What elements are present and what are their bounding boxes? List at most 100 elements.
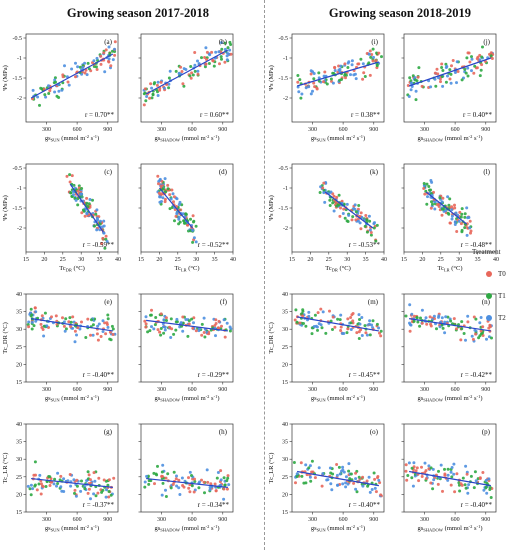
scatter-point xyxy=(347,462,351,466)
y-axis-label: Tc_LR (°C) xyxy=(2,453,9,484)
scatter-point xyxy=(307,310,311,314)
scatter-point xyxy=(161,481,165,485)
scatter-point xyxy=(349,472,353,476)
scatter-point xyxy=(109,64,113,68)
scatter-point xyxy=(29,483,33,487)
scatter-point xyxy=(449,81,453,85)
scatter-point xyxy=(420,475,424,478)
scatter-point xyxy=(371,319,375,323)
scatter-point xyxy=(321,186,325,190)
scatter-point xyxy=(372,55,375,59)
x-tick-label: 25 xyxy=(175,257,181,263)
scatter-point xyxy=(102,478,106,482)
scatter-point xyxy=(329,190,333,194)
r-value: r = 0.60** xyxy=(200,111,230,119)
scatter-point xyxy=(214,318,218,322)
scatter-point xyxy=(112,476,116,480)
scatter-point xyxy=(30,327,34,331)
scatter-point xyxy=(111,333,115,336)
scatter-point xyxy=(352,207,355,211)
x-tick-label: 25 xyxy=(438,257,444,263)
scatter-point xyxy=(92,471,96,475)
scatter-point xyxy=(76,326,80,330)
x-axis-label: gsSHADOW (mmol m-2 s-1) xyxy=(418,524,483,533)
scatter-point xyxy=(165,319,168,322)
scatter-point xyxy=(153,482,156,486)
scatter-point xyxy=(143,319,147,323)
scatter-point xyxy=(337,193,341,197)
x-tick-label: 300 xyxy=(420,127,429,133)
scatter-point xyxy=(420,84,424,88)
scatter-point xyxy=(373,486,377,490)
scatter-point xyxy=(449,470,453,474)
x-tick-label: 300 xyxy=(308,387,317,393)
scatter-point xyxy=(105,323,109,326)
scatter-point xyxy=(143,485,147,489)
scatter-point xyxy=(28,487,32,491)
scatter-point xyxy=(95,56,99,60)
x-tick-label: 600 xyxy=(188,127,197,133)
y-tick-label: 35 xyxy=(282,440,288,446)
r-value: r = -0.34** xyxy=(198,501,230,509)
scatter-point xyxy=(42,324,46,328)
y-axis-label: Ψs (MPa) xyxy=(2,195,9,221)
scatter-point xyxy=(307,85,311,89)
panel-label: (l) xyxy=(483,168,490,176)
scatter-point xyxy=(296,74,300,77)
scatter-point xyxy=(47,475,51,478)
scatter-point xyxy=(50,315,53,319)
r-value: r = -0.37** xyxy=(83,501,115,509)
scatter-point xyxy=(365,479,369,483)
scatter-point xyxy=(157,182,160,186)
x-axis-label: gsSUN (mmol m-2 s-1) xyxy=(45,394,99,403)
scatter-point xyxy=(341,465,345,469)
scatter-point xyxy=(415,466,419,470)
scatter-point xyxy=(39,322,43,326)
scatter-point xyxy=(369,231,373,234)
scatter-point xyxy=(447,203,451,207)
scatter-point xyxy=(80,211,84,215)
scatter-point xyxy=(68,473,72,476)
scatter-point xyxy=(159,312,163,316)
scatter-point xyxy=(341,212,345,215)
scatter-point xyxy=(477,336,481,340)
scatter-point xyxy=(463,483,467,487)
scatter-point xyxy=(361,62,365,66)
scatter-point xyxy=(472,486,476,490)
scatter-point xyxy=(223,483,227,487)
scatter-point xyxy=(475,66,479,70)
x-tick-label: 300 xyxy=(420,517,429,523)
scatter-point xyxy=(54,314,58,318)
scatter-point xyxy=(440,66,444,69)
scatter-point xyxy=(188,470,192,474)
scatter-point xyxy=(88,478,92,482)
scatter-point xyxy=(161,463,165,467)
x-tick-label: 900 xyxy=(218,387,227,393)
scatter-point xyxy=(160,475,164,479)
scatter-point xyxy=(488,325,492,329)
scatter-point xyxy=(467,483,471,487)
scatter-point xyxy=(336,203,340,207)
scatter-point xyxy=(310,470,314,474)
x-tick-label: 20 xyxy=(41,257,47,263)
scatter-point xyxy=(338,70,342,74)
panel-k: 15 20 25 30 35 40 -2 -1.5 -1 -0.5 (k) r = -0.53** Tc… xyxy=(268,163,387,273)
y-tick-label: -1 xyxy=(17,186,22,192)
y-tick-label: -2 xyxy=(283,96,288,102)
scatter-point xyxy=(478,74,482,78)
scatter-point xyxy=(205,468,209,472)
scatter-point xyxy=(475,57,479,61)
scatter-point xyxy=(329,482,333,486)
scatter-point xyxy=(463,67,467,71)
scatter-point xyxy=(368,319,372,323)
scatter-point xyxy=(373,477,377,481)
scatter-point xyxy=(189,76,193,80)
scatter-point xyxy=(90,318,93,322)
y-tick-label: 15 xyxy=(16,380,22,386)
y-axis-label: Tc_DR (°C) xyxy=(2,322,9,354)
scatter-point xyxy=(470,55,473,59)
scatter-point xyxy=(67,320,71,324)
scatter-point xyxy=(404,314,408,318)
scatter-point xyxy=(100,225,104,229)
scatter-point xyxy=(439,80,442,84)
